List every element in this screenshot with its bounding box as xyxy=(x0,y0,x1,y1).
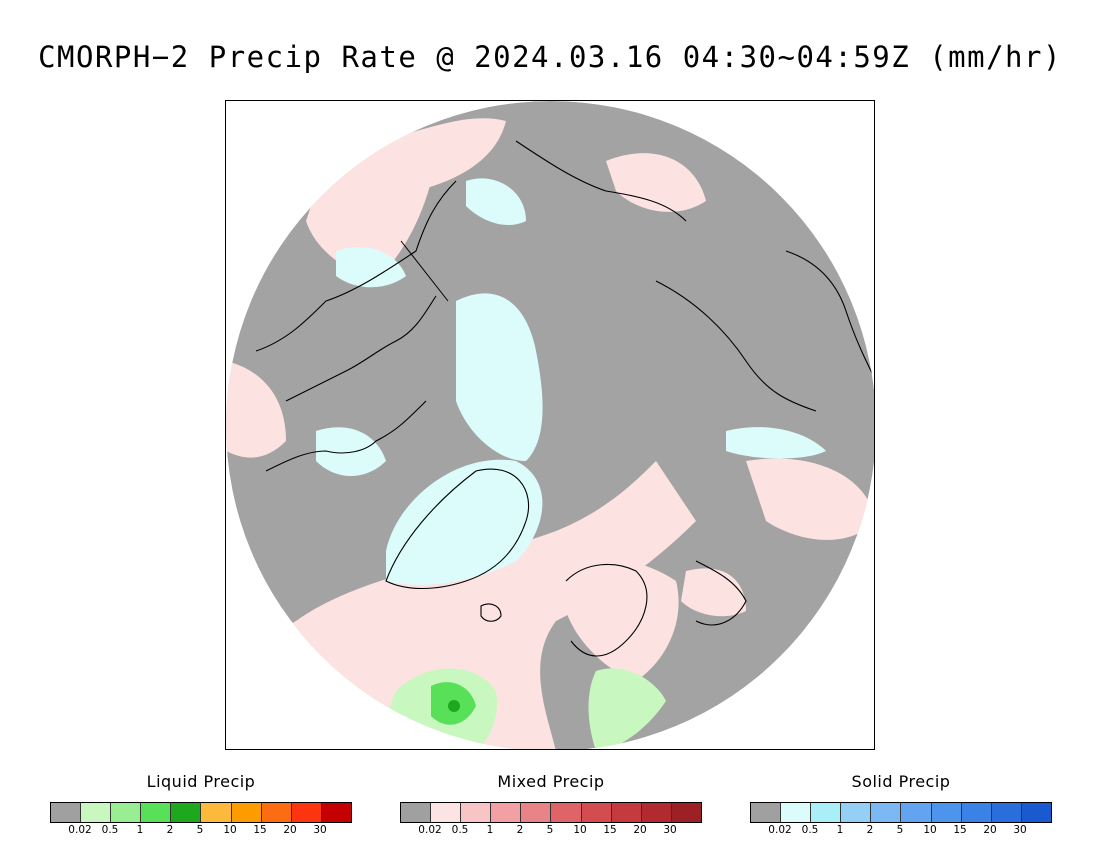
legend-tick-label: 5 xyxy=(896,824,904,836)
legend-swatch xyxy=(231,803,262,822)
legend-mixed: Mixed Precip 0.02 0.5 1 2 5 10 15 20 30 xyxy=(400,772,702,838)
polar-map xyxy=(226,101,874,749)
solid-precip-greenland xyxy=(386,459,543,585)
coastlines xyxy=(255,140,874,657)
legend-title: Mixed Precip xyxy=(497,772,605,791)
legend-swatch xyxy=(961,803,992,822)
legend-tick-label: 5 xyxy=(546,824,554,836)
legend-tick-label: 0.02 xyxy=(418,824,442,836)
legend-swatch xyxy=(291,803,322,822)
legend-swatch xyxy=(781,803,812,822)
legend-solid: Solid Precip 0.02 0.5 1 2 5 10 15 20 30 xyxy=(750,772,1052,838)
legend-colorbar xyxy=(400,802,702,823)
legend-tick-label: 0.5 xyxy=(451,824,469,836)
legend-tick-label: 0.02 xyxy=(68,824,92,836)
chart-title: CMORPH−2 Precip Rate @ 2024.03.16 04:30~… xyxy=(38,40,1062,74)
legend-tick-label: 2 xyxy=(866,824,874,836)
legend-swatch xyxy=(901,803,932,822)
legend-tick-label: 0.5 xyxy=(101,824,119,836)
mixed-precip-east-europe xyxy=(681,568,746,617)
legend-tick-label: 1 xyxy=(136,824,144,836)
legend-swatch xyxy=(141,803,172,822)
legend-swatch xyxy=(261,803,292,822)
legend-swatch xyxy=(811,803,842,822)
solid-precip-siberia xyxy=(726,427,826,459)
legend-swatch xyxy=(431,803,462,822)
legend-swatch xyxy=(491,803,522,822)
legend-swatch xyxy=(1021,803,1051,822)
legend-swatch xyxy=(81,803,112,822)
mixed-precip-bering xyxy=(376,118,506,191)
legend-swatch xyxy=(841,803,872,822)
legend-tick-label: 15 xyxy=(253,824,267,836)
legend-tick-label: 15 xyxy=(603,824,617,836)
mixed-precip-russia xyxy=(746,458,874,540)
legend-tick-label: 2 xyxy=(516,824,524,836)
legend-tick-label: 2 xyxy=(166,824,174,836)
legend-tick-label: 10 xyxy=(223,824,237,836)
liquid-precip-europe xyxy=(588,668,666,749)
legend-swatch xyxy=(611,803,642,822)
legend-ticks: 0.02 0.5 1 2 5 10 15 20 30 xyxy=(750,824,1052,838)
legend-swatch xyxy=(581,803,612,822)
legend-swatch xyxy=(51,803,82,822)
solid-precip-alaska xyxy=(336,247,406,288)
legend-tick-label: 5 xyxy=(196,824,204,836)
legend-tick-label: 20 xyxy=(283,824,297,836)
legend-swatch xyxy=(401,803,432,822)
legend-tick-label: 30 xyxy=(1013,824,1027,836)
liquid-precip-peak xyxy=(448,700,460,712)
legend-swatch xyxy=(521,803,552,822)
legend-title: Liquid Precip xyxy=(146,772,256,791)
legend-tick-label: 20 xyxy=(633,824,647,836)
mixed-precip-scandinavia xyxy=(566,560,679,681)
legend-colorbar xyxy=(750,802,1052,823)
legend-swatch xyxy=(871,803,902,822)
legend-swatch xyxy=(991,803,1022,822)
legend-tick-label: 30 xyxy=(663,824,677,836)
mixed-precip-siberia xyxy=(606,153,706,212)
legend-tick-label: 0.02 xyxy=(768,824,792,836)
legend-tick-label: 30 xyxy=(313,824,327,836)
legend-tick-label: 1 xyxy=(486,824,494,836)
solid-precip-arctic xyxy=(456,293,543,461)
legend-swatch xyxy=(671,803,701,822)
legend-swatch xyxy=(461,803,492,822)
solid-precip-canada xyxy=(316,427,386,476)
border-alaska-canada xyxy=(400,240,449,302)
legend-swatch xyxy=(931,803,962,822)
legend-tick-label: 1 xyxy=(836,824,844,836)
legend-swatch xyxy=(551,803,582,822)
mixed-precip-pacific-coast xyxy=(226,361,286,458)
legend-tick-label: 10 xyxy=(573,824,587,836)
legend-swatch xyxy=(171,803,202,822)
legend-swatch xyxy=(111,803,142,822)
legend-ticks: 0.02 0.5 1 2 5 10 15 20 30 xyxy=(400,824,702,838)
legend-colorbar xyxy=(50,802,352,823)
legend-tick-label: 0.5 xyxy=(801,824,819,836)
map-frame xyxy=(225,100,875,750)
legend-ticks: 0.02 0.5 1 2 5 10 15 20 30 xyxy=(50,824,352,838)
solid-precip-bering xyxy=(466,178,526,226)
legend-swatch xyxy=(641,803,672,822)
legend-title: Solid Precip xyxy=(851,772,951,791)
legend-tick-label: 20 xyxy=(983,824,997,836)
legend-swatch xyxy=(201,803,232,822)
legend-swatch xyxy=(321,803,351,822)
legend-tick-label: 10 xyxy=(923,824,937,836)
legend-liquid: Liquid Precip 0.02 0.5 1 2 5 10 15 20 30 xyxy=(50,772,352,838)
legend-swatch xyxy=(751,803,782,822)
legend-tick-label: 15 xyxy=(953,824,967,836)
